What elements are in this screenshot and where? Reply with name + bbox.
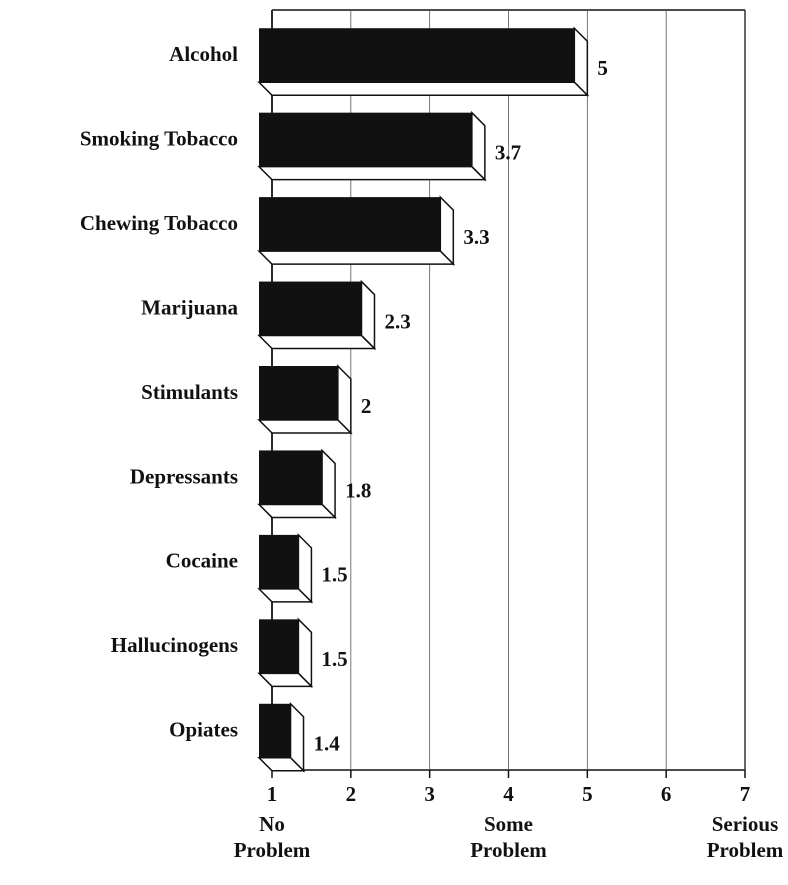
x-tick-label: 6 xyxy=(661,782,672,806)
y-tick-label: Hallucinogens xyxy=(111,633,238,657)
value-label: 1.5 xyxy=(321,563,347,587)
value-label: 1.4 xyxy=(314,732,341,756)
y-tick-label: Depressants xyxy=(130,464,238,488)
x-tick-label: 2 xyxy=(346,782,357,806)
y-tick-label: Opiates xyxy=(169,718,238,742)
bar xyxy=(259,703,291,758)
annotation: Some xyxy=(484,812,533,836)
value-label: 3.3 xyxy=(463,225,489,249)
bar-bottom xyxy=(257,250,456,265)
bar xyxy=(259,197,441,252)
value-label: 3.7 xyxy=(495,140,521,164)
y-tick-label: Chewing Tobacco xyxy=(80,211,238,235)
annotation: No xyxy=(259,812,285,836)
value-label: 1.8 xyxy=(345,478,371,502)
y-tick-label: Marijuana xyxy=(141,295,238,319)
bar-bottom xyxy=(257,81,590,96)
bar-bottom xyxy=(257,334,377,350)
y-tick-label: Stimulants xyxy=(141,380,238,404)
bar xyxy=(259,28,575,83)
x-tick-label: 7 xyxy=(740,782,751,806)
bar xyxy=(259,366,338,420)
bar-bottom xyxy=(257,419,353,434)
y-tick-label: Cocaine xyxy=(166,549,238,573)
x-tick-label: 3 xyxy=(424,782,435,806)
bar-bottom xyxy=(257,165,487,181)
value-label: 1.5 xyxy=(321,647,347,671)
bar xyxy=(259,112,472,167)
y-tick-label: Alcohol xyxy=(169,42,238,66)
bar xyxy=(259,534,299,589)
x-tick-label: 1 xyxy=(267,782,278,806)
value-label: 5 xyxy=(597,56,608,80)
bar xyxy=(259,619,299,674)
annotation: Problem xyxy=(234,838,311,862)
bar xyxy=(259,281,362,336)
value-label: 2.3 xyxy=(384,309,410,333)
bar xyxy=(259,450,323,505)
x-tick-label: 5 xyxy=(582,782,593,806)
y-tick-label: Smoking Tobacco xyxy=(80,126,238,150)
annotation: Serious xyxy=(712,812,779,836)
value-label: 2 xyxy=(361,394,372,418)
bar-bottom xyxy=(257,503,337,519)
annotation: Problem xyxy=(707,838,784,862)
annotation: Problem xyxy=(470,838,547,862)
x-tick-label: 4 xyxy=(503,782,514,806)
